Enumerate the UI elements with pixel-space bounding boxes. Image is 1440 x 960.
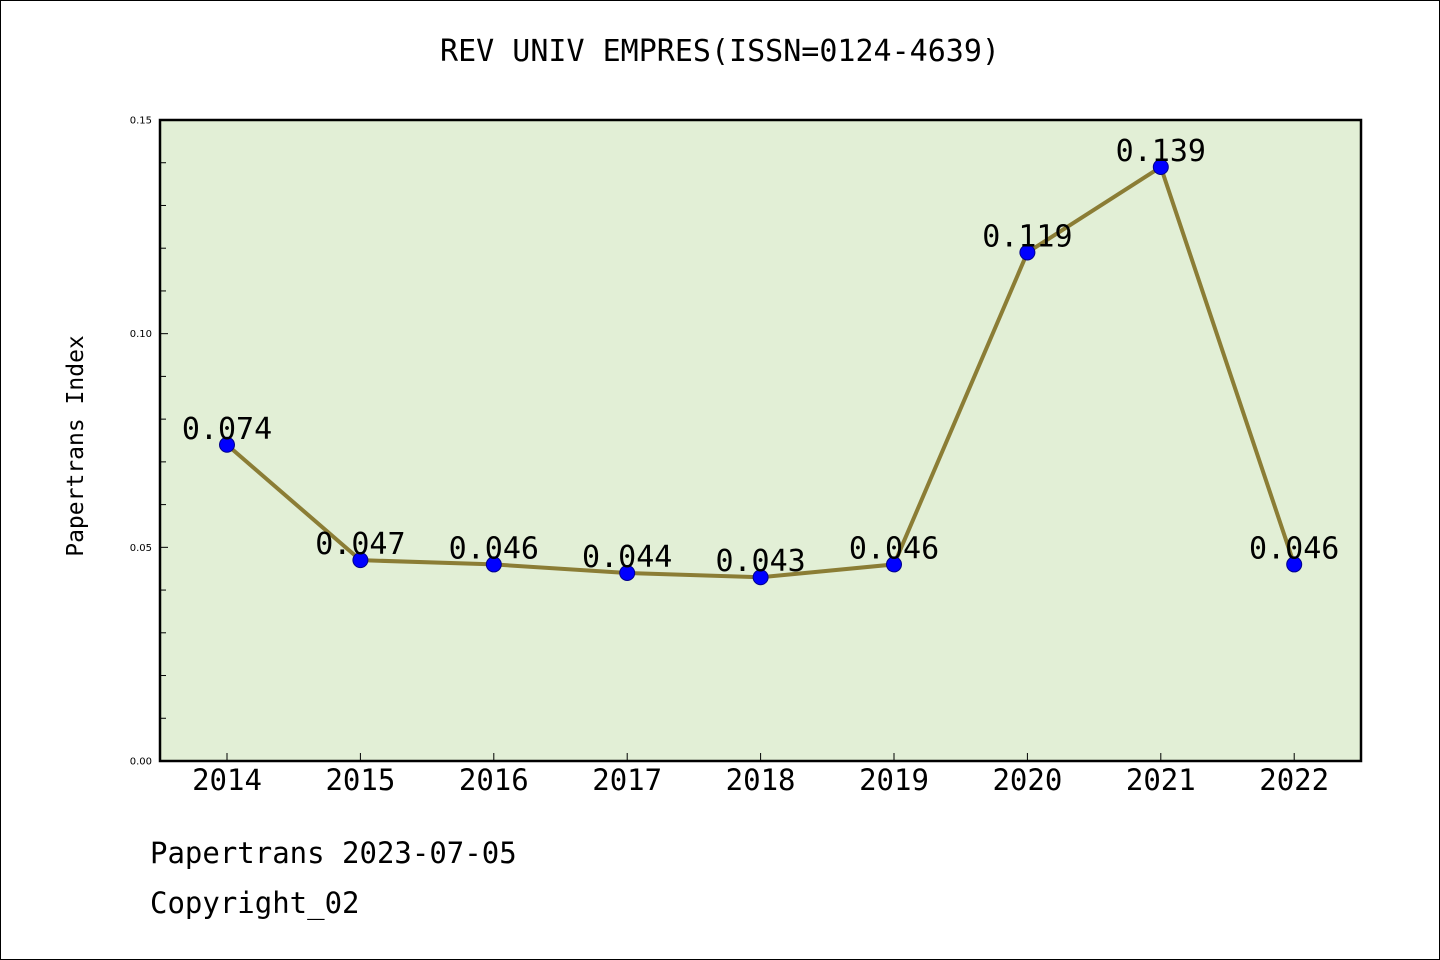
chart-title: REV UNIV EMPRES(ISSN=0124-4639) (440, 34, 1000, 69)
data-point (352, 552, 369, 569)
data-label: 0.074 (182, 412, 272, 447)
data-point (219, 436, 235, 453)
x-tick-label: 2015 (325, 763, 395, 797)
x-tick-label: 2016 (459, 763, 529, 797)
data-label: 0.046 (849, 531, 939, 566)
x-tick-label: 2019 (859, 763, 929, 797)
data-label: 0.046 (1249, 531, 1339, 566)
y-tick-label: 0.15 (130, 116, 152, 127)
x-tick-label: 2022 (1259, 763, 1329, 797)
data-point (619, 564, 636, 581)
x-tick-label: 2018 (726, 763, 796, 797)
data-point (886, 556, 902, 573)
x-tick-label: 2021 (1126, 763, 1196, 797)
x-tick-label: 2017 (592, 763, 662, 797)
data-label: 0.139 (1116, 134, 1206, 169)
data-label: 0.043 (715, 544, 805, 579)
data-label: 0.044 (582, 540, 672, 575)
plot-border (158, 118, 1363, 763)
y-tick-label: 0.10 (130, 329, 152, 340)
data-label: 0.119 (982, 219, 1072, 254)
y-tick-label: 0.00 (130, 757, 152, 768)
x-tick-label: 2014 (192, 763, 262, 797)
data-point (752, 569, 769, 586)
data-point (1286, 556, 1303, 573)
data-point (1019, 244, 1036, 261)
data-label: 0.047 (315, 527, 405, 562)
footer-copyright: Copyright_02 (150, 886, 360, 920)
y-tick-label: 0.05 (130, 543, 152, 554)
plot-background (160, 120, 1361, 761)
x-tick-label: 2020 (992, 763, 1062, 797)
data-label: 0.046 (449, 531, 539, 566)
data-point (485, 556, 502, 573)
footer-date: Papertrans 2023-07-05 (150, 836, 517, 870)
data-point (1152, 159, 1169, 176)
